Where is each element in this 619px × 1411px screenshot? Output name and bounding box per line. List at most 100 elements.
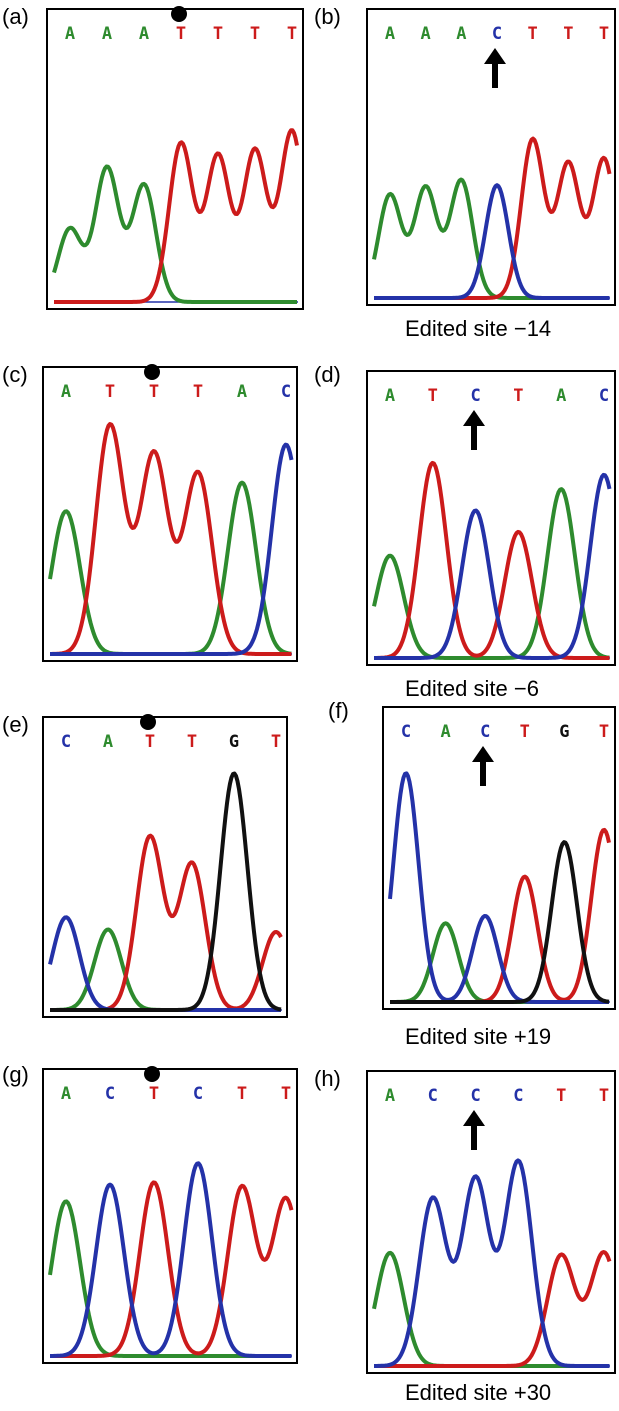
base-letter: A [384,1086,396,1106]
base-letter: A [60,382,72,402]
trace-t [373,460,610,660]
base-letter: A [456,24,467,44]
base-letter: T [556,1086,567,1106]
base-letter: G [559,722,570,742]
base-letter: T [598,722,610,742]
trace-g [389,840,610,1004]
panel-label-e: (e) [2,712,29,737]
base-letter: T [280,1084,292,1104]
chromatogram-traces [372,460,612,660]
base-letter: A [384,386,396,406]
panel-label-b: (b) [314,4,341,29]
edited-site-arrow-icon [484,48,506,88]
base-letter: T [236,1084,248,1104]
trace-t [49,422,292,656]
mutation-site-dot-icon [144,364,160,380]
base-letter: T [175,24,187,44]
panel-label-d: (d) [314,362,341,387]
base-letter: A [64,24,76,44]
base-letter: C [192,1084,204,1104]
base-letter: G [228,732,240,752]
base-letter: T [286,24,298,44]
chromatogram-traces [48,422,294,656]
base-letter: C [598,386,610,406]
base-letter: A [384,24,396,44]
base-letter: C [513,1086,524,1106]
base-letter: C [60,732,72,752]
trace-g [49,771,282,1012]
base-letter: C [470,386,481,406]
chromatogram-traces [372,1158,612,1368]
edited-site-caption: Edited site +30 [405,1380,552,1405]
base-letter: T [192,382,204,402]
panel-label-f: (f) [328,698,349,723]
trace-c [373,183,610,300]
edited-site-arrow-icon [462,1110,485,1150]
base-letter: A [101,24,113,44]
base-letter: A [440,722,451,742]
chromatogram-traces [372,136,612,300]
trace-c [49,1161,292,1358]
trace-c [49,442,294,656]
panel-label-a: (a) [2,4,29,29]
panel-label-h: (h) [314,1066,341,1091]
trace-t [53,128,299,304]
chromatogram-traces [48,1161,294,1358]
base-letter: T [513,386,524,406]
base-letter: T [427,386,438,406]
trace-a [52,164,298,304]
edited-site-caption: Edited site +19 [405,1024,552,1049]
edited-site-caption: Edited site −14 [405,316,552,341]
base-letter: A [102,732,114,752]
base-letter: C [427,1086,438,1106]
trace-a [372,487,610,660]
base-letter: T [598,24,610,44]
base-letter: C [280,382,292,402]
base-letter: T [148,382,160,402]
base-letter: T [563,24,574,44]
trace-c [373,472,612,660]
panel-label-g: (g) [2,1062,29,1087]
base-letter: T [270,732,282,752]
edited-site-caption: Edited site −6 [405,676,539,701]
mutation-site-dot-icon [144,1066,160,1082]
base-letter: A [60,1084,72,1104]
base-letter: C [491,24,503,44]
chromatogram-traces [52,128,299,304]
chromatogram-traces [48,771,283,1012]
base-letter: A [236,382,248,402]
base-letter: T [186,732,198,752]
trace-t [49,1180,294,1358]
base-letter: T [598,1086,610,1106]
base-letter: C [480,722,491,742]
edited-site-arrow-icon [472,746,495,786]
base-letter: C [400,722,412,742]
base-letter: T [212,24,224,44]
trace-t [373,1250,612,1368]
base-letter: C [470,1086,481,1106]
base-letter: A [556,386,567,406]
chromatogram-traces [388,771,611,1004]
mutation-site-dot-icon [171,6,187,22]
mutation-site-dot-icon [140,714,156,730]
base-letter: T [144,732,156,752]
base-letter: T [519,722,530,742]
base-letter: T [148,1084,160,1104]
base-letter: T [104,382,116,402]
edited-site-arrow-icon [462,410,485,450]
base-letter: C [104,1084,116,1104]
base-letter: T [249,24,261,44]
